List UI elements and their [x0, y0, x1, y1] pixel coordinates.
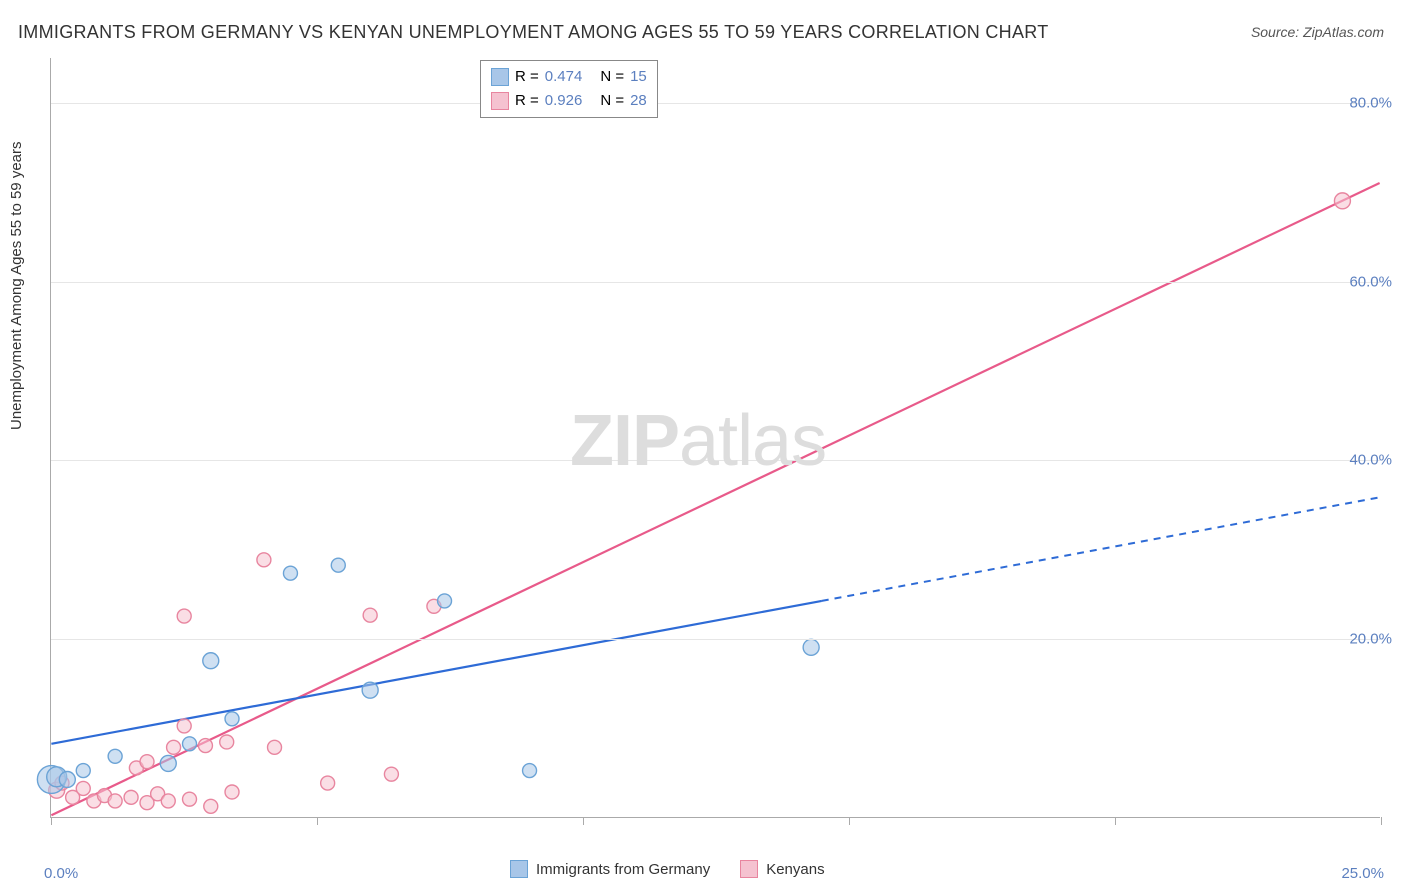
- legend-label-blue: Immigrants from Germany: [536, 861, 710, 878]
- r-value-blue: 0.474: [545, 65, 583, 89]
- n-value-blue: 15: [630, 65, 647, 89]
- r-label: R =: [515, 89, 539, 113]
- source-attribution: Source: ZipAtlas.com: [1251, 24, 1384, 40]
- x-tick-25: 25.0%: [1341, 865, 1384, 882]
- y-tick-label: 80.0%: [1349, 94, 1392, 111]
- chart-title: IMMIGRANTS FROM GERMANY VS KENYAN UNEMPL…: [18, 22, 1049, 43]
- n-value-pink: 28: [630, 89, 647, 113]
- r-label: R =: [515, 65, 539, 89]
- swatch-pink: [740, 860, 758, 878]
- plot-area: [50, 58, 1380, 818]
- y-tick-label: 20.0%: [1349, 631, 1392, 648]
- correlation-row-pink: R = 0.926 N = 28: [491, 89, 647, 113]
- correlation-legend: R = 0.474 N = 15 R = 0.926 N = 28: [480, 60, 658, 118]
- legend-label-pink: Kenyans: [766, 861, 824, 878]
- legend-item-blue: Immigrants from Germany: [510, 860, 710, 878]
- y-axis-label: Unemployment Among Ages 55 to 59 years: [8, 141, 25, 430]
- n-label: N =: [600, 89, 624, 113]
- n-label: N =: [600, 65, 624, 89]
- x-tick-0: 0.0%: [44, 865, 78, 882]
- y-tick-label: 40.0%: [1349, 452, 1392, 469]
- swatch-blue: [491, 68, 509, 86]
- correlation-row-blue: R = 0.474 N = 15: [491, 65, 647, 89]
- series-legend: Immigrants from Germany Kenyans: [510, 860, 825, 878]
- r-value-pink: 0.926: [545, 89, 583, 113]
- y-tick-label: 60.0%: [1349, 273, 1392, 290]
- swatch-blue: [510, 860, 528, 878]
- legend-item-pink: Kenyans: [740, 860, 824, 878]
- swatch-pink: [491, 92, 509, 110]
- chart-svg: [51, 58, 1380, 817]
